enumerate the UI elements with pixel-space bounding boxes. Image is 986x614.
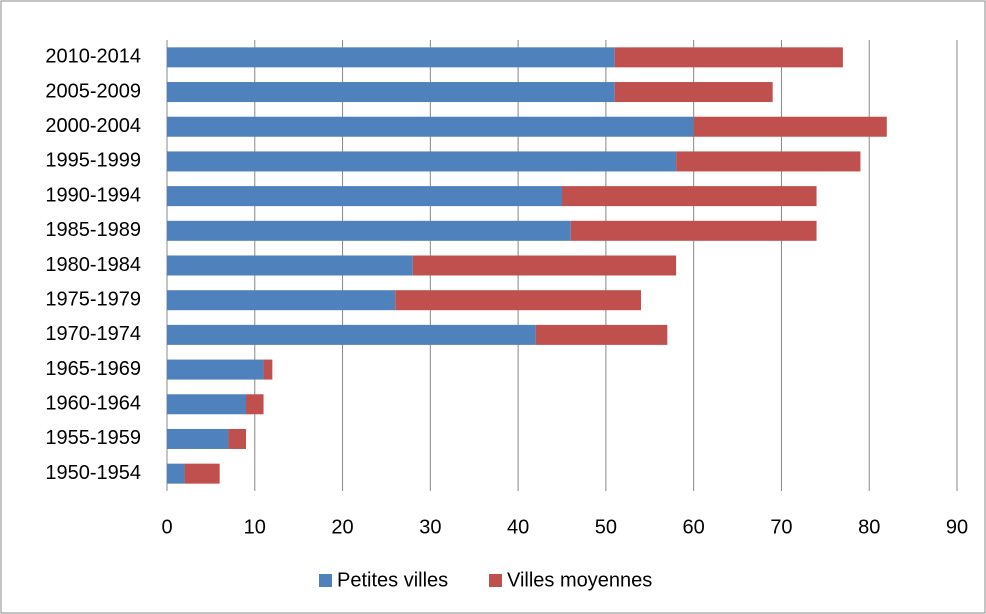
x-tick-label: 0 — [161, 516, 172, 538]
bar — [167, 82, 615, 103]
x-tick-label: 90 — [946, 516, 968, 538]
bar — [167, 394, 246, 415]
bar — [167, 116, 694, 137]
x-tick-label: 10 — [244, 516, 266, 538]
bar — [614, 47, 843, 68]
bar — [167, 220, 571, 241]
bar — [167, 186, 562, 207]
y-tick-label: 2005-2009 — [45, 80, 141, 102]
bar — [228, 428, 246, 449]
legend-label: Villes moyennes — [507, 569, 652, 591]
bar — [395, 290, 641, 311]
y-tick-label: 1950-1954 — [45, 462, 141, 484]
y-tick-label: 1995-1999 — [45, 150, 141, 172]
x-tick-label: 60 — [683, 516, 705, 538]
x-tick-label: 80 — [858, 516, 880, 538]
bar — [693, 116, 887, 137]
y-tick-label: 1985-1989 — [45, 219, 141, 241]
y-tick-label: 1980-1984 — [45, 254, 141, 276]
bar — [676, 151, 861, 172]
bar — [614, 82, 773, 103]
bar — [167, 255, 413, 276]
y-tick-label: 1960-1964 — [45, 393, 141, 415]
bar — [184, 463, 220, 484]
legend-label: Petites villes — [337, 569, 448, 591]
y-tick-label: 1975-1979 — [45, 288, 141, 310]
y-tick-label: 1955-1959 — [45, 427, 141, 449]
bar — [167, 359, 264, 380]
x-tick-label: 70 — [770, 516, 792, 538]
bar — [246, 394, 264, 415]
bar — [167, 463, 185, 484]
bar — [167, 47, 615, 68]
bar — [570, 220, 817, 241]
bar — [167, 151, 677, 172]
x-tick-label: 30 — [419, 516, 441, 538]
y-tick-label: 1970-1974 — [45, 323, 141, 345]
legend-swatch — [489, 574, 502, 587]
bar — [412, 255, 677, 276]
legend-swatch — [319, 574, 332, 587]
y-tick-label: 2000-2004 — [45, 115, 141, 137]
bar — [167, 428, 229, 449]
bar — [535, 324, 668, 345]
x-tick-label: 40 — [507, 516, 529, 538]
y-tick-label: 1990-1994 — [45, 184, 141, 206]
bar — [263, 359, 273, 380]
bar — [562, 186, 817, 207]
bar — [167, 324, 536, 345]
y-tick-label: 1965-1969 — [45, 358, 141, 380]
x-tick-label: 50 — [595, 516, 617, 538]
bar — [167, 290, 396, 311]
x-tick-label: 20 — [331, 516, 353, 538]
y-tick-label: 2010-2014 — [45, 46, 141, 68]
